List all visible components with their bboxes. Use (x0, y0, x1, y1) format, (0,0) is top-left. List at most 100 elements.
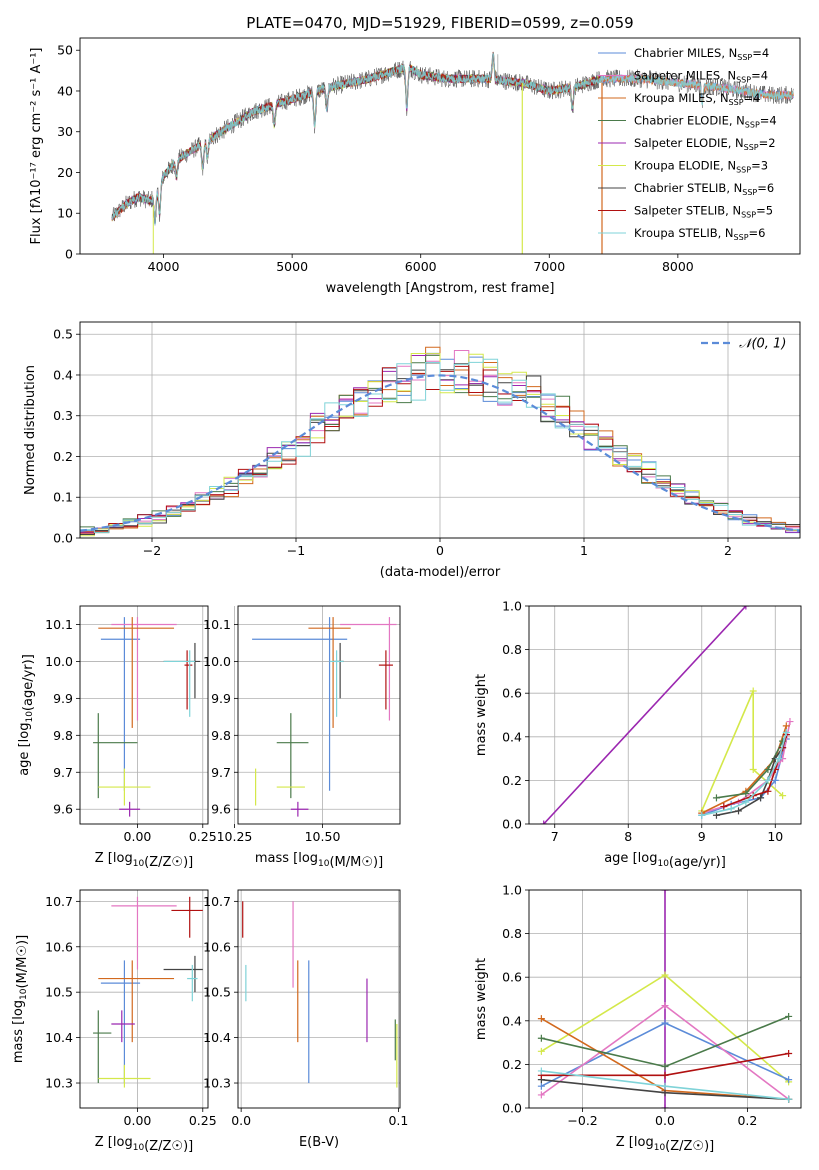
y-tick-label: 0.2 (502, 1057, 522, 1072)
legend-label: Kroupa STELIB, NSSP=6 (634, 226, 765, 242)
y-tick-label: 10.5 (203, 985, 231, 1000)
weight-marker (712, 794, 720, 802)
y-tick-label: 0.2 (53, 449, 73, 464)
residuals-panel: −2 −1 0 1 2 0.0 0.1 0.2 0.3 0.4 0.5 (data-model)/er… (23, 321, 801, 580)
y-tick-label: 10 (57, 206, 73, 221)
x-tick-label: 7000 (533, 259, 565, 274)
y-axis-label: mass [log10(M/M☉)] (11, 935, 30, 1063)
y-tick-label: 10.1 (203, 617, 231, 632)
legend-label: Kroupa MILES, NSSP=4 (634, 91, 760, 107)
y-axis-label: Normed distribution (23, 365, 38, 495)
gaussian-legend-label: 𝒩(0, 1) (739, 337, 786, 352)
weight-marker (661, 1082, 669, 1090)
weight-marker (661, 1071, 669, 1079)
weight-marker (540, 820, 548, 824)
x-axis-label: Z [log10(Z/Z☉)] (616, 1135, 714, 1154)
y-tick-label: 9.8 (211, 728, 231, 743)
weight-vs-age-panel: 7 8 9 10 0.0 0.2 0.4 0.6 0.8 1.0 age [log10(age/yr… (474, 599, 802, 870)
y-tick-label: 0.6 (502, 686, 522, 701)
weight-series-line (716, 734, 788, 817)
y-tick-label: 50 (57, 43, 73, 58)
x-axis-label: wavelength [Angstrom, rest frame] (326, 281, 555, 296)
weight-marker (712, 811, 720, 819)
weight-marker (537, 1047, 545, 1055)
weight-marker (764, 766, 772, 773)
x-axis-label: Z [log10(Z/Z☉)] (95, 1135, 193, 1154)
weight-marker (735, 807, 743, 815)
y-tick-label: 0.0 (53, 531, 73, 546)
weight-marker (742, 789, 750, 797)
weight-marker (661, 1019, 669, 1027)
y-tick-label: 10.3 (45, 1076, 73, 1091)
y-tick-label: 9.9 (211, 691, 231, 706)
y-tick-label: 10.1 (45, 617, 73, 632)
plot-area (252, 617, 397, 817)
weight-marker (782, 728, 790, 736)
x-axis-label: mass [log10(M/M☉)] (255, 851, 383, 870)
x-tick-label: −2 (143, 543, 161, 558)
weight-marker (661, 1002, 669, 1010)
legend-label: Chabrier MILES, NSSP=4 (634, 46, 769, 62)
axes-frame (528, 605, 802, 825)
x-tick-label: 8 (624, 829, 632, 844)
x-tick-label: 0.2 (737, 1113, 757, 1128)
weight-marker (661, 971, 669, 979)
weight-marker (757, 794, 765, 802)
weight-marker (742, 606, 750, 610)
y-tick-label: 1.0 (502, 883, 522, 898)
weight-marker (785, 1050, 793, 1057)
weight-marker (785, 1012, 793, 1020)
y-tick-label: 10.5 (45, 985, 73, 1000)
x-tick-label: 1 (580, 543, 588, 558)
y-tick-label: 0.2 (502, 773, 522, 788)
y-tick-label: 30 (57, 124, 73, 139)
plot-area (93, 896, 203, 1088)
legend-label: Salpeter STELIB, NSSP=5 (634, 204, 773, 220)
weight-marker (537, 1034, 545, 1042)
weight-marker (537, 1082, 545, 1090)
weight-marker (661, 1089, 669, 1097)
x-tick-label: 10.25 (217, 829, 253, 844)
y-tick-label: 0.3 (53, 408, 73, 423)
x-tick-label: 4000 (148, 259, 180, 274)
y-tick-label: 0.4 (53, 367, 73, 382)
y-axis-label: mass weight (474, 958, 489, 1040)
x-tick-label: 0.0 (231, 1113, 251, 1128)
y-tick-label: 0.4 (502, 1013, 522, 1028)
y-tick-label: 40 (57, 83, 73, 98)
x-tick-label: 0.00 (124, 829, 152, 844)
x-tick-label: 9 (698, 829, 706, 844)
x-tick-label: 0.25 (189, 1113, 217, 1128)
y-tick-label: 10.0 (203, 654, 231, 669)
weight-marker (775, 755, 783, 763)
x-tick-label: −0.2 (567, 1113, 597, 1128)
y-tick-label: 0 (65, 247, 73, 262)
y-tick-label: 10.6 (45, 939, 73, 954)
weight-marker (749, 766, 757, 773)
weight-marker (537, 1091, 545, 1099)
x-tick-label: 0.0 (655, 1113, 675, 1128)
age-vs-metallicity-panel: 0.00 0.25 9.6 9.7 9.8 9.9 10.0 10.1 Z [log10(Z/Z… (17, 605, 217, 870)
weight-marker (749, 687, 757, 695)
axes-frame (79, 37, 801, 255)
y-tick-label: 0.0 (502, 1101, 522, 1116)
mass-vs-metallicity-panel: 0.00 0.25 10.3 10.4 10.5 10.6 10.7 Z [log10(Z/Z… (11, 889, 217, 1154)
plot-area (540, 606, 794, 824)
legend-label: Salpeter MILES, NSSP=4 (634, 69, 768, 85)
x-axis-label: age [log10(age/yr)] (604, 851, 726, 870)
spectrum-panel: 4000 5000 6000 7000 8000 0 10 20 30 40 50 wavelengt… (29, 37, 801, 296)
weight-marker (698, 811, 706, 819)
x-tick-label: 5000 (276, 259, 308, 274)
weight-marker (785, 1095, 793, 1103)
x-tick-label: 7 (551, 829, 559, 844)
y-tick-label: 10.4 (203, 1030, 231, 1045)
weight-marker (779, 792, 787, 800)
gaussian-curve (80, 374, 800, 532)
x-axis-label: Z [log10(Z/Z☉)] (95, 851, 193, 870)
weight-marker (764, 787, 772, 795)
y-tick-label: 0.8 (502, 642, 522, 657)
weight-marker (786, 718, 794, 726)
y-tick-label: 0.6 (502, 970, 522, 985)
x-tick-label: 0.00 (124, 1113, 152, 1128)
